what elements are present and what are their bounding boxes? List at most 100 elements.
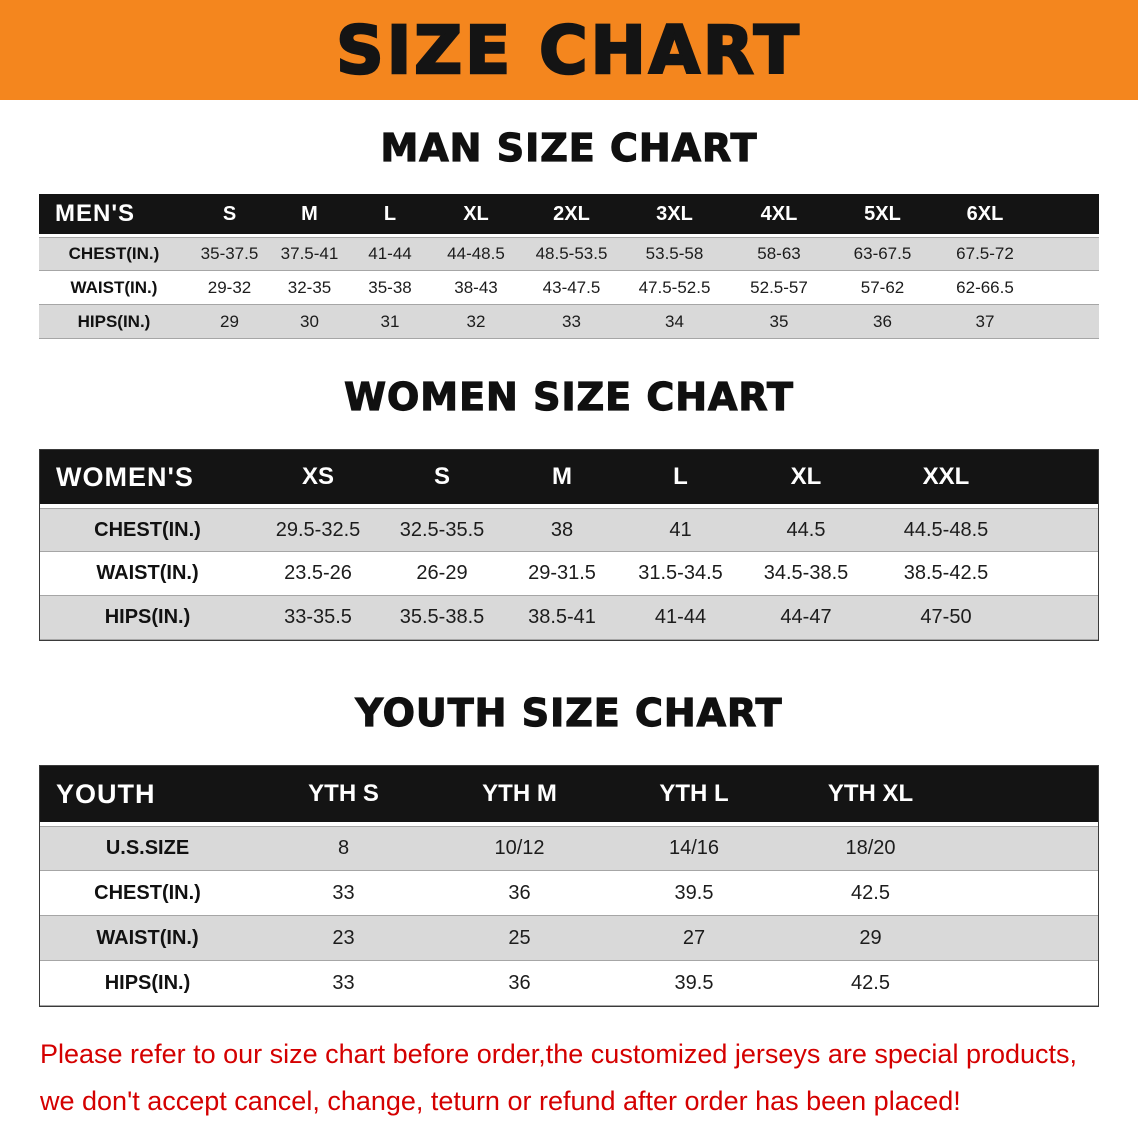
value-cell: 8: [337, 837, 350, 859]
value-cell: 33-35.5: [284, 606, 352, 628]
header-cell: XL: [463, 202, 489, 225]
men-size-section: MAN SIZE CHART MEN'S S M L XL 2XL 3XL 4X…: [0, 125, 1138, 339]
value-cell: 41-44: [654, 606, 707, 628]
value-cell: 26-29: [416, 562, 468, 584]
header-cell: YTH S: [308, 780, 379, 807]
value-cell: 35.5-38.5: [399, 606, 485, 628]
value-cell: 42.5: [851, 971, 890, 994]
value-cell: 36: [508, 881, 531, 904]
row-label: WAIST(IN.): [96, 926, 199, 949]
table-row: HIPS(IN.) 33 36 39.5 42.5: [40, 961, 1098, 1006]
value-cell: 35: [769, 311, 789, 331]
header-cell: S: [222, 202, 237, 225]
youth-chart-title: YOUTH SIZE CHART: [355, 690, 783, 735]
value-cell: 33: [332, 971, 355, 994]
value-cell: 41: [669, 518, 692, 541]
value-cell: 36: [508, 971, 531, 994]
disclaimer: Please refer to our size chart before or…: [0, 1031, 1138, 1125]
value-cell: 38: [550, 518, 574, 541]
row-label: U.S.SIZE: [105, 837, 190, 859]
value-cell: 27: [682, 926, 706, 949]
table-name-cell: WOMEN'S: [56, 461, 194, 492]
row-label: HIPS(IN.): [77, 311, 151, 331]
value-cell: 35-37.5: [200, 244, 259, 263]
value-cell: 35-38: [368, 277, 412, 297]
value-cell: 57-62: [860, 277, 905, 297]
value-cell: 29.5-32.5: [275, 518, 361, 541]
row-label: CHEST(IN.): [94, 518, 201, 541]
table-row: CHEST(IN.) 29.5-32.5 32.5-35.5 38 41 44.…: [40, 508, 1098, 552]
header-cell: S: [433, 463, 450, 490]
table-row: U.S.SIZE 8 10/12 14/16 18/20: [40, 826, 1098, 871]
header-cell: XL: [790, 463, 822, 490]
row-label: CHEST(IN.): [68, 244, 160, 263]
youth-size-section: YOUTH SIZE CHART YOUTH YTH S YTH M YTH L…: [0, 690, 1138, 1007]
table-row: CHEST(IN.) 35-37.5 37.5-41 41-44 44-48.5…: [39, 237, 1099, 271]
value-cell: 42.5: [851, 881, 890, 904]
value-cell: 29-32: [207, 277, 252, 297]
women-size-section: WOMEN SIZE CHART WOMEN'S XS S M L XL XXL…: [0, 374, 1138, 641]
value-cell: 31.5-34.5: [638, 562, 723, 584]
row-label: WAIST(IN.): [96, 562, 199, 584]
header-cell: YTH L: [659, 780, 729, 807]
header-cell: XS: [301, 463, 334, 490]
men-chart-title: MAN SIZE CHART: [380, 125, 758, 170]
table-row: WAIST(IN.) 23.5-26 26-29 29-31.5 31.5-34…: [40, 552, 1098, 596]
value-cell: 47.5-52.5: [638, 277, 711, 297]
value-cell: 18/20: [845, 837, 896, 859]
men-header-row: MEN'S S M L XL 2XL 3XL 4XL 5XL 6XL: [39, 194, 1099, 234]
value-cell: 23: [332, 926, 355, 949]
value-cell: 67.5-72: [956, 244, 1014, 263]
value-cell: 41-44: [368, 244, 412, 263]
value-cell: 48.5-53.5: [535, 244, 608, 263]
value-cell: 47-50: [920, 606, 972, 628]
header-cell: M: [552, 463, 572, 490]
value-cell: 44.5: [786, 518, 826, 541]
value-cell: 62-66.5: [956, 277, 1014, 297]
value-cell: 44.5-48.5: [903, 518, 989, 541]
value-cell: 44-48.5: [447, 244, 505, 263]
header-cell: L: [673, 463, 688, 490]
row-label: CHEST(IN.): [94, 881, 201, 904]
value-cell: 39.5: [674, 971, 714, 994]
value-cell: 44-47: [780, 606, 832, 628]
table-name-cell: YOUTH: [56, 778, 156, 809]
row-label: WAIST(IN.): [70, 277, 158, 297]
value-cell: 38.5-42.5: [903, 562, 989, 584]
size-chart-banner: SIZE CHART: [0, 0, 1138, 100]
value-cell: 14/16: [668, 837, 720, 859]
value-cell: 34.5-38.5: [763, 562, 849, 584]
value-cell: 30: [300, 311, 319, 331]
value-cell: 31: [380, 311, 400, 331]
header-cell: 4XL: [760, 202, 798, 225]
value-cell: 10/12: [494, 837, 545, 859]
women-chart-title: WOMEN SIZE CHART: [343, 374, 794, 419]
header-cell: M: [301, 202, 318, 225]
value-cell: 58-63: [757, 244, 801, 263]
disclaimer-line-1: Please refer to our size chart before or…: [40, 1039, 1078, 1069]
men-size-table: MEN'S S M L XL 2XL 3XL 4XL 5XL 6XL CHEST…: [39, 194, 1099, 339]
value-cell: 32-35: [287, 277, 332, 297]
youth-size-table: YOUTH YTH S YTH M YTH L YTH XL U.S.SIZE …: [39, 765, 1099, 1007]
value-cell: 52.5-57: [750, 277, 808, 297]
value-cell: 43-47.5: [542, 277, 601, 297]
value-cell: 33: [562, 311, 581, 331]
youth-header-row: YOUTH YTH S YTH M YTH L YTH XL: [40, 766, 1098, 822]
disclaimer-line-2: we don't accept cancel, change, teturn o…: [40, 1086, 961, 1116]
table-row: CHEST(IN.) 33 36 39.5 42.5: [40, 871, 1098, 916]
value-cell: 53.5-58: [645, 244, 704, 263]
table-row: WAIST(IN.) 29-32 32-35 35-38 38-43 43-47…: [39, 271, 1099, 305]
value-cell: 38.5-41: [528, 606, 596, 628]
value-cell: 33: [332, 881, 355, 904]
table-name-cell: MEN'S: [55, 200, 136, 227]
table-row: HIPS(IN.) 33-35.5 35.5-38.5 38.5-41 41-4…: [40, 596, 1098, 640]
value-cell: 32: [466, 311, 486, 331]
value-cell: 38-43: [454, 277, 498, 297]
value-cell: 36: [873, 311, 892, 331]
women-header-row: WOMEN'S XS S M L XL XXL: [40, 450, 1098, 504]
header-cell: 3XL: [656, 202, 693, 225]
table-row: HIPS(IN.) 29 30 31 32 33 34 35 36 37: [39, 305, 1099, 339]
header-cell: XXL: [922, 463, 970, 490]
value-cell: 37.5-41: [280, 244, 339, 263]
